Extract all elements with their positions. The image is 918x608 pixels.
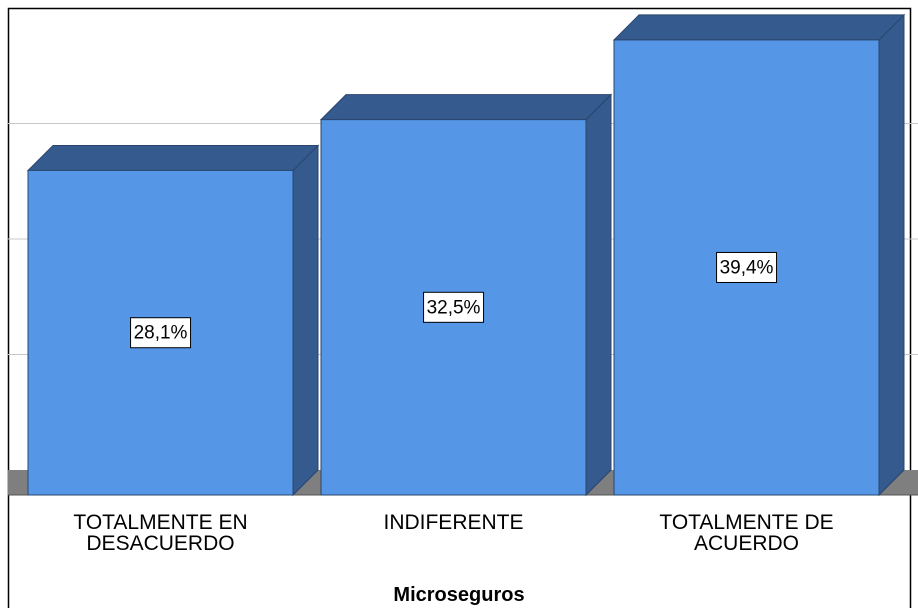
bar-top [612,14,906,41]
bar-side [878,13,905,497]
bar-side [292,144,319,497]
x-tick-label: TOTALMENTE EN DESACUERDO [73,511,248,555]
value-label: 32,5% [427,297,481,318]
value-label: 28,1% [134,323,188,344]
x-axis-label: Microseguros [393,584,525,606]
value-label-box [130,317,192,349]
bar-side [585,93,612,497]
value-label-box [423,291,485,323]
frame [7,7,912,608]
x-tick-label: INDIFERENTE [383,511,524,534]
x-tick-label: TOTALMENTE DE ACUERDO [659,511,834,555]
value-label: 39,4% [720,257,774,278]
bar-top [26,144,320,171]
value-label-box [716,251,778,283]
bar-top [319,94,613,121]
